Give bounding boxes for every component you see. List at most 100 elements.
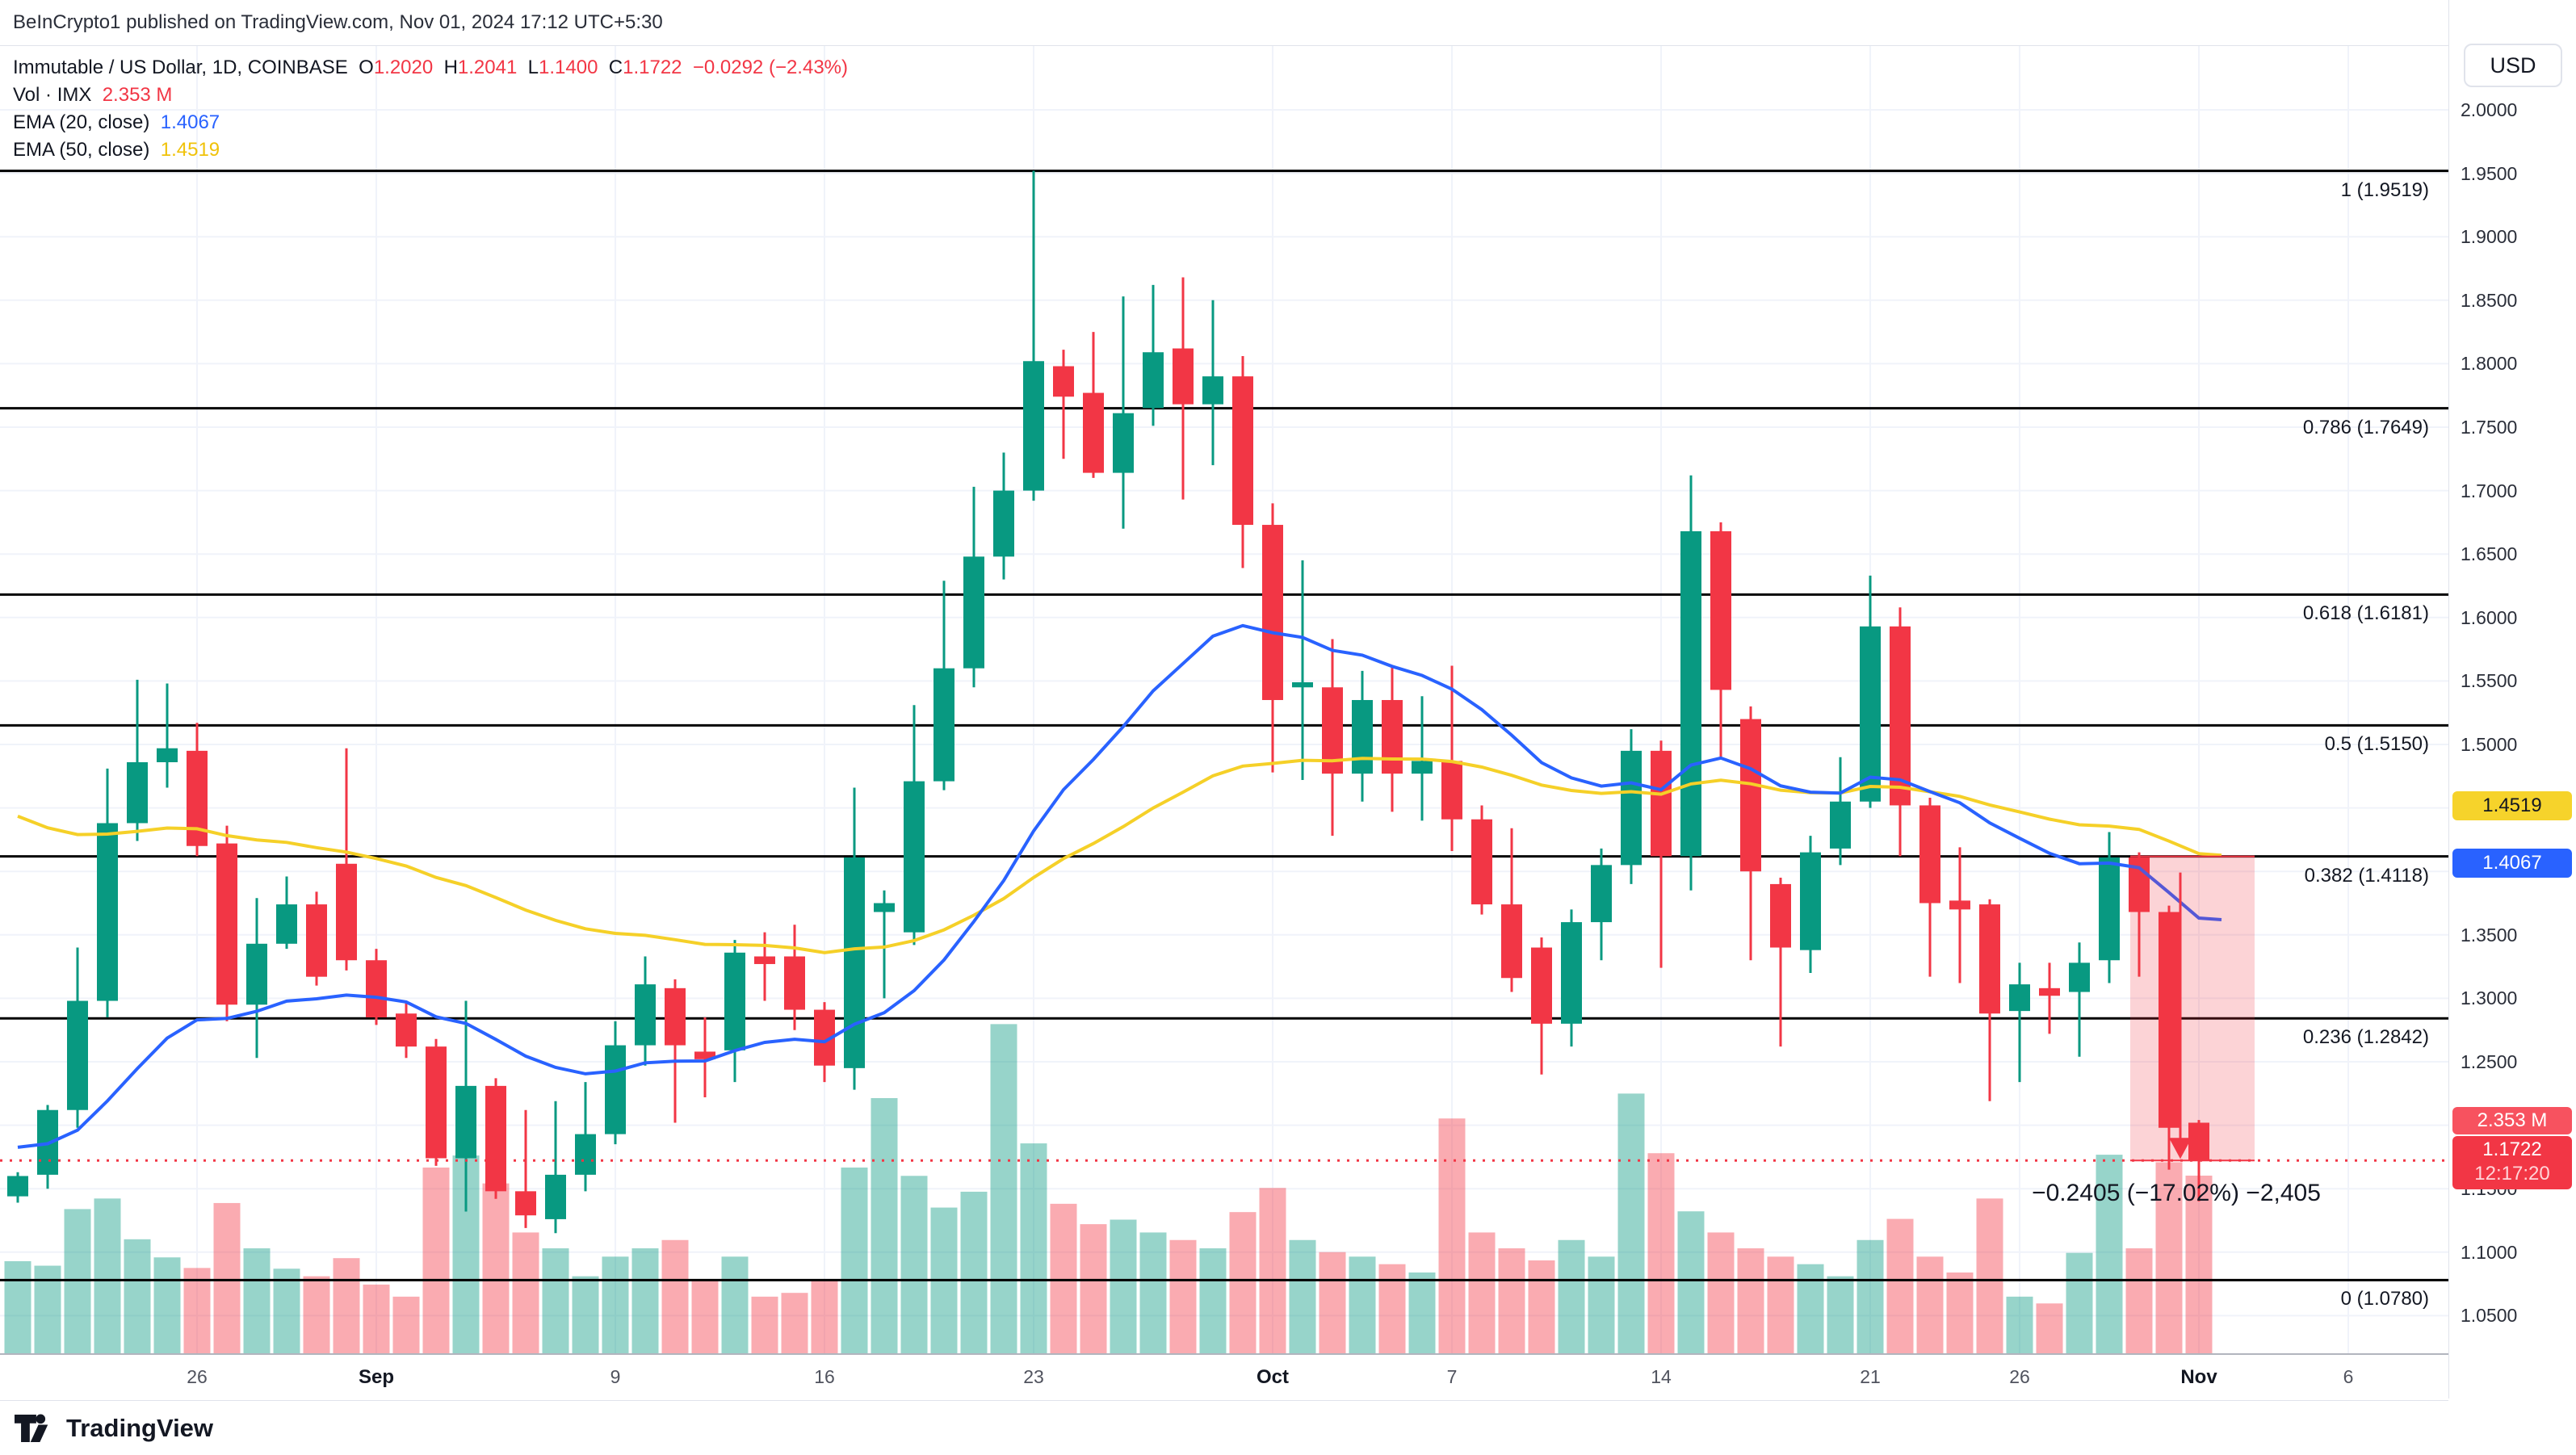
candle-body [1412, 761, 1433, 774]
fib-level-label: 0.786 (1.7649) [2302, 416, 2429, 438]
attribution-text: BeInCrypto1 published on TradingView.com… [13, 11, 663, 33]
legend-ema50-row[interactable]: EMA (50, close) 1.4519 [13, 139, 220, 161]
fib-level-label: 0.618 (1.6181) [2302, 602, 2429, 625]
volume-bar [2096, 1155, 2123, 1353]
volume-bar [811, 1281, 838, 1353]
header-divider [0, 45, 2576, 46]
volume-bar [2125, 1248, 2153, 1353]
price-axis-tick: 1.2500 [2461, 1051, 2518, 1072]
open-value: 1.2020 [373, 57, 434, 78]
candle-body [1382, 699, 1403, 774]
volume-bar [1976, 1198, 2003, 1353]
change-value: −0.0292 (−2.43%) [692, 57, 848, 78]
time-axis-day-tick: 9 [610, 1366, 621, 1387]
volume-bar [1468, 1232, 1496, 1353]
candle-body [1023, 361, 1044, 491]
candle-body [1083, 392, 1104, 473]
volume-bar [183, 1268, 211, 1353]
candle-body [157, 748, 178, 763]
candle-body [754, 956, 775, 964]
volume-bar [602, 1256, 629, 1353]
volume-bar [1110, 1219, 1137, 1353]
volume-bar [1319, 1252, 1346, 1353]
low-value: 1.1400 [539, 57, 598, 78]
price-axis-tick: 1.0500 [2461, 1305, 2518, 1327]
candle-body [1830, 801, 1851, 849]
time-axis-day-tick: 26 [187, 1366, 208, 1387]
candle-body [1591, 865, 1612, 923]
price-chart-canvas[interactable] [0, 0, 2448, 1353]
time-axis-day-tick: 21 [1860, 1366, 1881, 1387]
header-bar: BeInCrypto1 published on TradingView.com… [0, 0, 2576, 45]
candle-body [7, 1176, 28, 1197]
tradingview-logo-icon [15, 1414, 48, 1443]
candle-body [306, 904, 327, 977]
candle-body [724, 952, 745, 1050]
candle-body [1501, 904, 1522, 979]
candle-body [575, 1134, 596, 1175]
price-axis-tick: 1.3000 [2461, 987, 2518, 1009]
candle-body [246, 943, 267, 1005]
volume-bar [960, 1191, 988, 1353]
price-axis-tick: 1.9500 [2461, 162, 2518, 184]
volume-bar [94, 1198, 121, 1353]
candle-body [1710, 530, 1731, 690]
volume-bar [691, 1281, 719, 1353]
legend-symbol-row[interactable]: Immutable / US Dollar, 1D, COINBASE O1.2… [13, 57, 848, 79]
volume-bar [1588, 1256, 1615, 1353]
low-label: L [527, 57, 539, 78]
volume-bar [1916, 1256, 1944, 1353]
candle-body [993, 490, 1014, 557]
candle-body [1053, 366, 1074, 397]
price-axis-tick: 1.6000 [2461, 606, 2518, 628]
volume-bar [1289, 1239, 1316, 1353]
volume-value: 2.353 M [102, 84, 173, 106]
candle-body [455, 1085, 476, 1159]
time-axis[interactable]: 26 Sep 9 16 23 Oct 7 14 21 26 Nov 6 [0, 1353, 2448, 1401]
volume-bar [1767, 1256, 1794, 1353]
price-axis[interactable]: USD 2.0000 1.9500 1.9000 1.8500 1.8000 1.7500… [2448, 0, 2576, 1398]
open-label: O [359, 57, 374, 78]
volume-bar [1229, 1212, 1257, 1353]
volume-bar [1378, 1264, 1406, 1353]
tradingview-logo[interactable]: TradingView [15, 1410, 213, 1447]
candle-body [2099, 857, 2120, 961]
volume-bar [124, 1239, 151, 1353]
currency-button[interactable]: USD [2464, 44, 2562, 87]
volume-bar [1617, 1093, 1645, 1353]
candle-body [1860, 626, 1881, 802]
volume-bar [1647, 1153, 1675, 1353]
candle-body [1680, 530, 1701, 857]
ema50-price-badge: 1.4519 [2452, 790, 2572, 820]
candle-body [67, 1000, 88, 1110]
candle-body [1262, 525, 1283, 700]
volume-bar [392, 1296, 420, 1353]
volume-bar [871, 1097, 898, 1353]
volume-bar [1408, 1272, 1436, 1353]
volume-bar [1886, 1218, 1914, 1353]
price-axis-tick: 1.6500 [2461, 543, 2518, 565]
time-axis-day-tick: 26 [2009, 1366, 2030, 1387]
fib-level-label: 1 (1.9519) [2340, 178, 2429, 201]
tradingview-logo-text: TradingView [66, 1414, 214, 1442]
candle-body [426, 1046, 447, 1159]
legend-ema20-row[interactable]: EMA (20, close) 1.4067 [13, 111, 220, 134]
price-axis-tick: 1.7000 [2461, 480, 2518, 501]
candle-body [2069, 962, 2090, 992]
ema50-value: 1.4519 [160, 139, 220, 161]
candle-body [1292, 681, 1313, 688]
price-axis-tick: 1.9000 [2461, 226, 2518, 248]
volume-bar [1827, 1276, 1854, 1353]
volume-bar [1707, 1232, 1735, 1353]
volume-bar [153, 1257, 181, 1353]
volume-bar [631, 1248, 659, 1353]
measure-arrow-head [2169, 1138, 2192, 1159]
candle-body [1232, 376, 1253, 526]
price-axis-tick: 1.8500 [2461, 289, 2518, 311]
volume-bar [1080, 1224, 1107, 1353]
fib-level-label: 0 (1.0780) [2340, 1288, 2429, 1310]
legend-volume-row[interactable]: Vol · IMX 2.353 M [13, 84, 172, 107]
candle-body [933, 668, 954, 782]
volume-bar [303, 1276, 330, 1353]
